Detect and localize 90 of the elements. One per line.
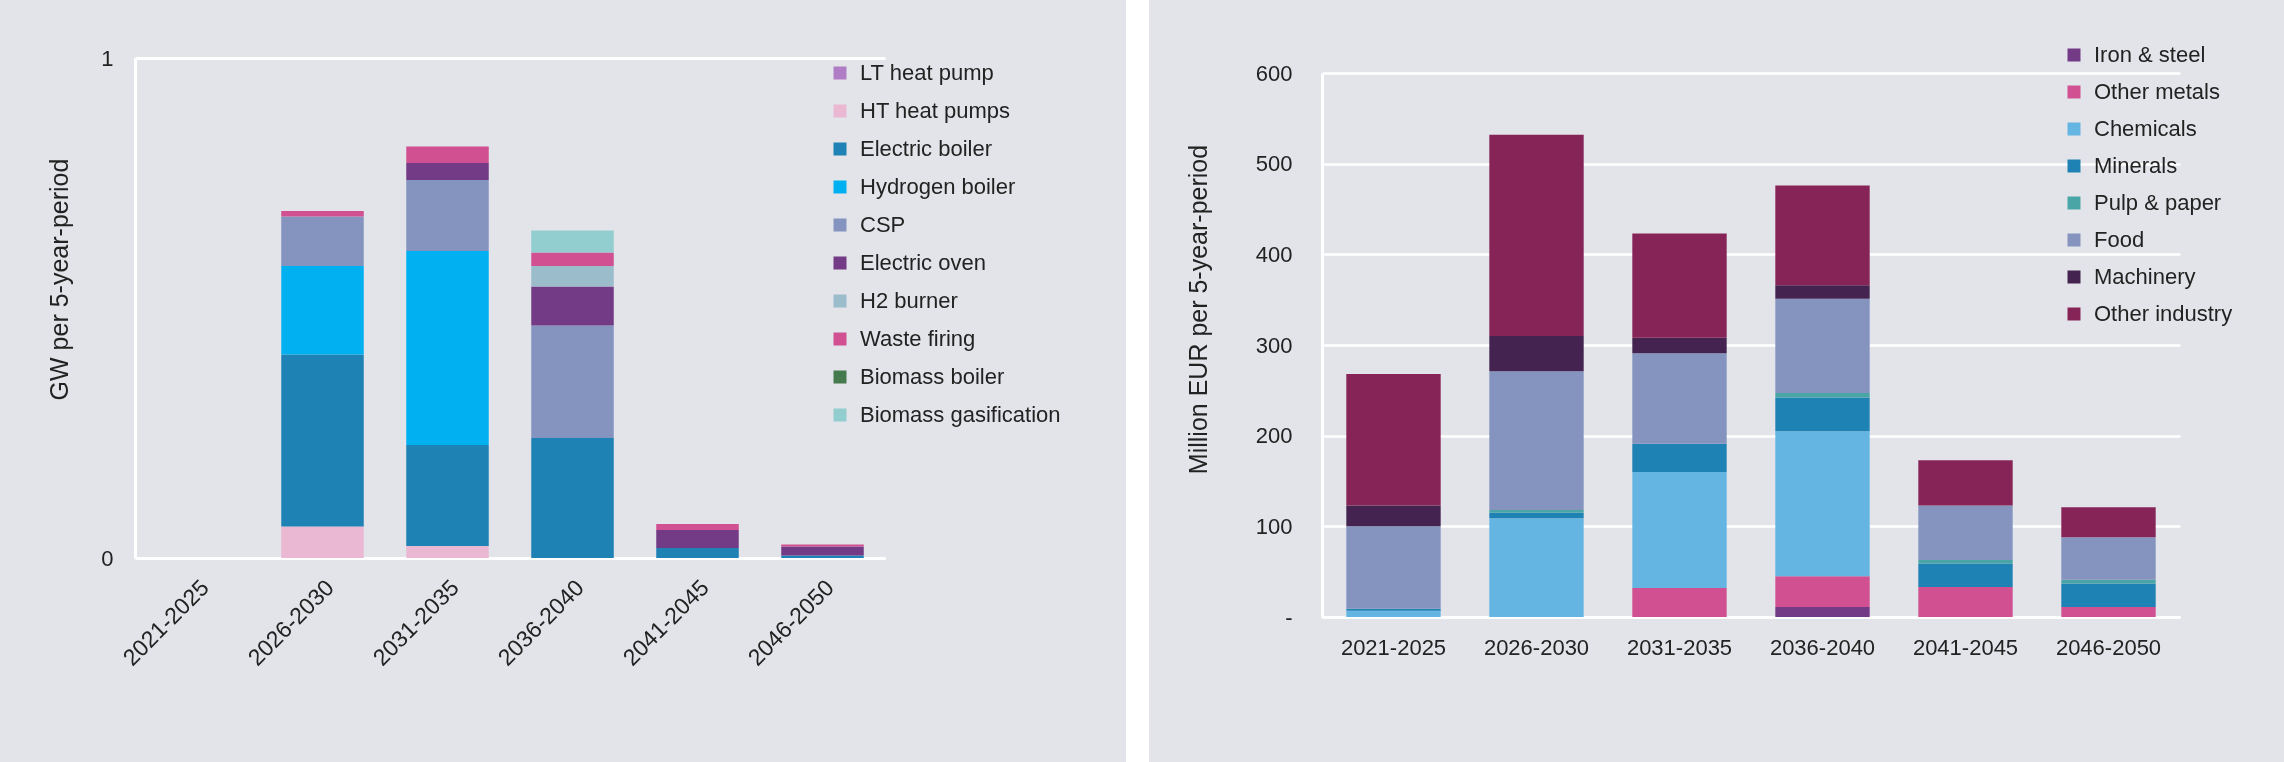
legend-label: H2 burner (860, 288, 958, 313)
bar (1918, 460, 2013, 506)
bar (281, 526, 364, 558)
y-tick-label: 500 (1255, 151, 1293, 177)
bar (531, 230, 614, 253)
bar (1632, 233, 1727, 338)
legend-label: LT heat pump (860, 60, 994, 85)
x-tick-label: 2031-2035 (1626, 634, 1733, 660)
bar (1775, 393, 1870, 398)
bar (1775, 576, 1870, 608)
y-axis-title: Million EUR per 5-year-period (1183, 144, 1212, 475)
bar (406, 251, 489, 445)
legend-label: Iron & steel (2094, 42, 2206, 67)
bar (781, 546, 864, 556)
x-tick-label: 2036-2040 (1769, 634, 1876, 660)
bar (656, 530, 739, 548)
bar (781, 544, 864, 547)
bar (1489, 371, 1584, 511)
y-tick-label: 100 (1255, 513, 1293, 539)
bar (531, 266, 614, 287)
bar (1775, 397, 1870, 432)
y-tick-label: 600 (1255, 60, 1293, 86)
bar (1775, 185, 1870, 286)
legend-label: Other industry (2094, 301, 2233, 326)
bar (2061, 507, 2156, 538)
bar (1632, 353, 1727, 444)
bar (406, 445, 489, 546)
legend-label: Waste firing (860, 326, 976, 351)
bar (1489, 510, 1584, 513)
x-tick-label: 2021-2025 (1340, 634, 1447, 660)
bar (1632, 337, 1727, 354)
bar (1775, 298, 1870, 394)
bar (1775, 431, 1870, 577)
y-axis-title: GW per 5-year-period (44, 158, 73, 401)
legend-label: Chemicals (2094, 116, 2197, 141)
x-tick-label: 2026-2030 (1483, 634, 1590, 660)
legend-label: Minerals (2094, 153, 2178, 178)
legend-label: Other metals (2094, 79, 2220, 104)
bar (1918, 563, 2013, 588)
bar (1346, 526, 1441, 609)
bar (656, 524, 739, 530)
x-tick-label: 2041-2045 (1912, 634, 2019, 660)
legend-label: Food (2094, 227, 2145, 252)
bar (1775, 607, 1870, 617)
legend-label: Electric boiler (860, 136, 993, 161)
bar (1918, 587, 2013, 617)
bar (531, 252, 614, 266)
bar (1632, 471, 1727, 588)
y-tick-label: - (1285, 604, 1293, 630)
bar (531, 286, 614, 326)
y-tick-label: 400 (1255, 241, 1293, 267)
bar (531, 438, 614, 558)
bar (1346, 610, 1441, 617)
bar (281, 216, 364, 266)
bar (531, 325, 614, 438)
bar (281, 266, 364, 355)
bar (1489, 518, 1584, 617)
bar (2061, 607, 2156, 617)
legend-label: Electric oven (860, 250, 986, 275)
bar (2061, 537, 2156, 580)
bar (1775, 285, 1870, 299)
legend-label: Pulp & paper (2094, 190, 2222, 215)
bar (406, 163, 489, 180)
bar (656, 548, 739, 558)
bar (1489, 134, 1584, 336)
legend-label: HT heat pumps (860, 98, 1011, 123)
x-tick-label: 2046-2050 (2055, 634, 2162, 660)
bar (1489, 512, 1584, 519)
bar (1918, 505, 2013, 560)
bar (406, 146, 489, 163)
legend-label: CSP (860, 212, 906, 237)
bar (1489, 335, 1584, 372)
bar (406, 546, 489, 558)
bar (281, 211, 364, 217)
bar (2061, 583, 2156, 608)
legend-label: Biomass boiler (860, 364, 1005, 389)
bar (1918, 559, 2013, 564)
y-tick-label: 0 (101, 545, 114, 571)
bar (1632, 587, 1727, 617)
legend-label: Biomass gasification (860, 402, 1061, 427)
bar (1632, 443, 1727, 472)
bar (1346, 505, 1441, 527)
bar (281, 354, 364, 527)
legend-label: Hydrogen boiler (860, 174, 1016, 199)
bar (406, 180, 489, 251)
bar (1346, 374, 1441, 506)
y-tick-label: 1 (101, 45, 114, 71)
y-tick-label: 200 (1255, 423, 1293, 449)
y-tick-label: 300 (1255, 332, 1293, 358)
legend-label: Machinery (2094, 264, 2196, 289)
